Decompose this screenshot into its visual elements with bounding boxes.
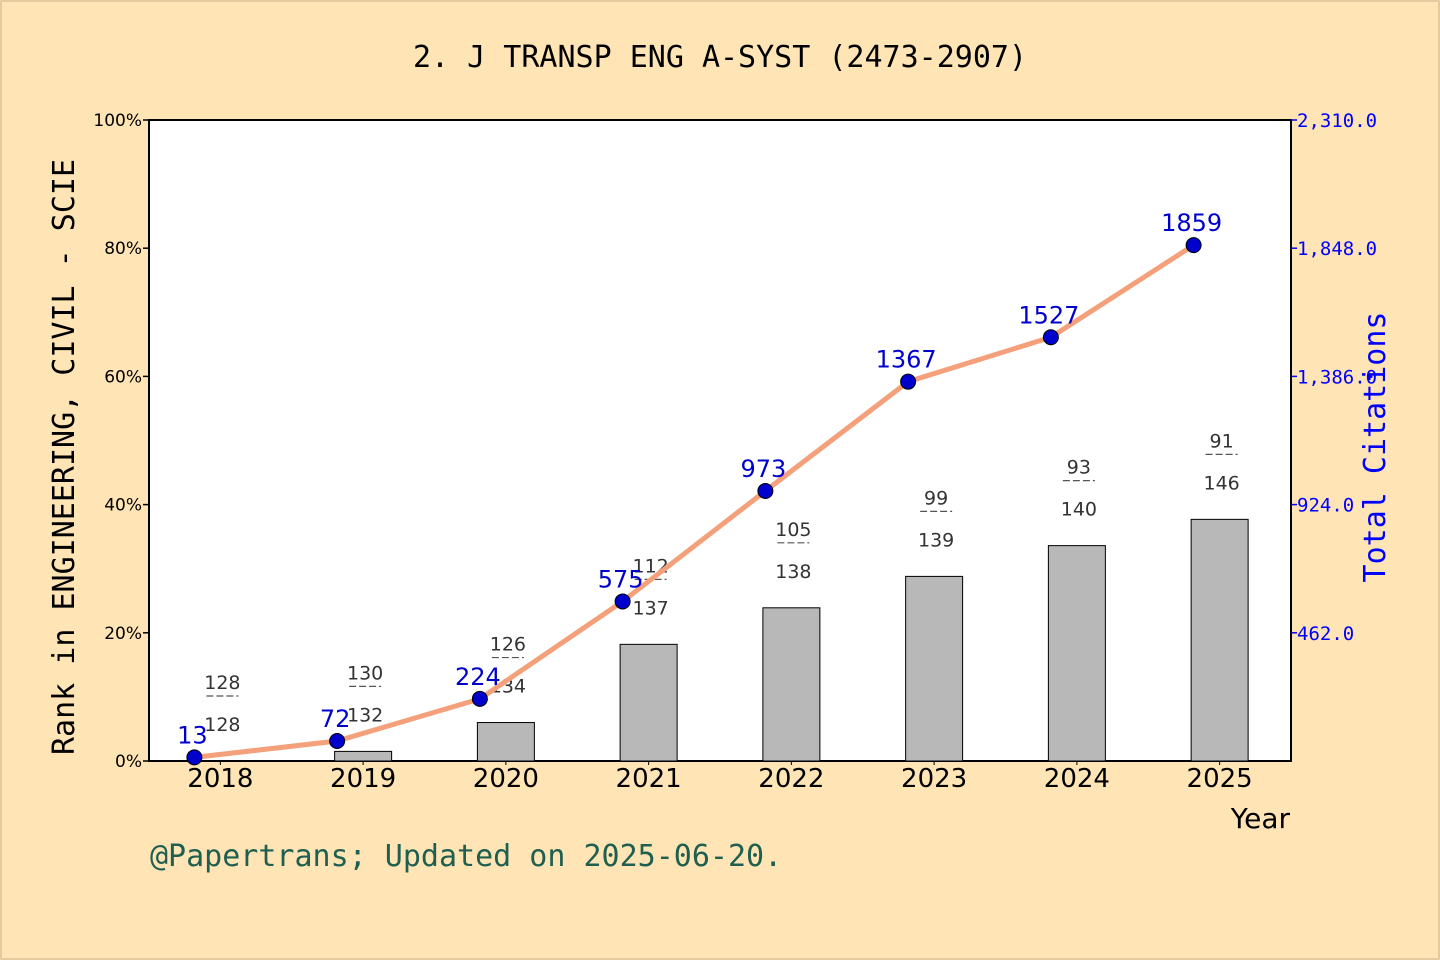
bar bbox=[619, 643, 678, 762]
y-tick-label: 60% bbox=[104, 367, 142, 387]
citation-label: 575 bbox=[598, 565, 644, 593]
x-tick-label: 2023 bbox=[901, 764, 967, 794]
x-tick-label: 2025 bbox=[1187, 764, 1253, 794]
bar-total-label: 132 bbox=[347, 704, 383, 726]
y2-tick-label: 462.0 bbox=[1297, 623, 1354, 645]
bar bbox=[905, 575, 964, 762]
bar-total-label: 128 bbox=[204, 714, 240, 736]
x-axis-label: Year bbox=[1230, 802, 1291, 835]
citation-marker bbox=[614, 593, 631, 610]
y2-tick-label: 2,310.0 bbox=[1297, 110, 1377, 132]
y-tick-label: 40% bbox=[104, 496, 142, 516]
bar bbox=[476, 722, 535, 762]
line-group: 13 72 224 575 973 1367 1527 1859 bbox=[177, 209, 1222, 766]
x-tick-label: 2019 bbox=[330, 764, 396, 794]
y-tick-label: 0% bbox=[115, 752, 142, 772]
y2-tick-label: 1,386.0 bbox=[1297, 366, 1377, 388]
y2-axis-label: Total Citations bbox=[1358, 312, 1393, 583]
citation-label: 1367 bbox=[876, 346, 937, 374]
citation-label: 224 bbox=[455, 663, 501, 691]
plot-area bbox=[148, 119, 1292, 762]
citation-label: 13 bbox=[177, 721, 208, 749]
chart-title: 2. J TRANSP ENG A-SYST (2473-2907) bbox=[413, 40, 1027, 75]
bar bbox=[1190, 518, 1249, 762]
citations-line bbox=[191, 242, 1197, 760]
y2-tick-label: 924.0 bbox=[1297, 495, 1354, 517]
citation-marker bbox=[757, 483, 774, 500]
y-axis-label: Rank in ENGINEERING, CIVIL - SCIE bbox=[47, 159, 82, 755]
y-tick-label: 100% bbox=[93, 111, 142, 131]
bar-rank-label: 126 bbox=[490, 634, 526, 656]
x-tick-label: 2020 bbox=[473, 764, 539, 794]
y-tick-label: 20% bbox=[104, 624, 142, 644]
citation-marker bbox=[900, 373, 917, 390]
x-tick-label: 2021 bbox=[616, 764, 682, 794]
x-tick-label: 2018 bbox=[187, 764, 253, 794]
y2-tick-label: 1,848.0 bbox=[1297, 238, 1377, 260]
citation-marker bbox=[1042, 329, 1059, 346]
bar bbox=[1047, 545, 1106, 762]
y-tick-label: 80% bbox=[104, 239, 142, 259]
bar-rank-label: 128 bbox=[204, 672, 240, 694]
bar-total-label: 138 bbox=[775, 561, 811, 583]
bar-total-label: 140 bbox=[1061, 499, 1097, 521]
bar-rank-label: 105 bbox=[775, 519, 811, 541]
bar-total-label: 137 bbox=[632, 597, 668, 619]
footer-credit: @Papertrans; Updated on 2025-06-20. bbox=[150, 839, 782, 874]
axes-group: 0% 20% 40% 60% 80% 100% 462.0 924.0 1,386.0 1,848… bbox=[93, 110, 1377, 794]
citation-marker bbox=[329, 733, 346, 750]
bar-rank-label: 130 bbox=[347, 662, 383, 684]
bar-rank-label: 93 bbox=[1067, 457, 1091, 479]
bar bbox=[334, 750, 393, 762]
citation-label: 973 bbox=[740, 455, 786, 483]
citation-marker bbox=[186, 749, 203, 766]
bar-total-label: 139 bbox=[918, 529, 954, 551]
citation-marker bbox=[471, 690, 488, 707]
bar-rank-label: 99 bbox=[924, 487, 948, 509]
bar bbox=[762, 607, 821, 762]
citation-label: 1859 bbox=[1161, 209, 1222, 237]
citation-label: 1527 bbox=[1018, 301, 1079, 329]
x-tick-label: 2024 bbox=[1044, 764, 1110, 794]
citation-label: 72 bbox=[320, 705, 351, 733]
bar-total-label: 134 bbox=[490, 676, 526, 698]
citation-marker bbox=[1185, 237, 1202, 254]
x-tick-label: 2022 bbox=[758, 764, 824, 794]
bar-total-label: 146 bbox=[1203, 472, 1239, 494]
bars-group: 1281281301321261341121371051389913993140… bbox=[204, 430, 1249, 762]
bar-rank-label: 91 bbox=[1210, 430, 1234, 452]
